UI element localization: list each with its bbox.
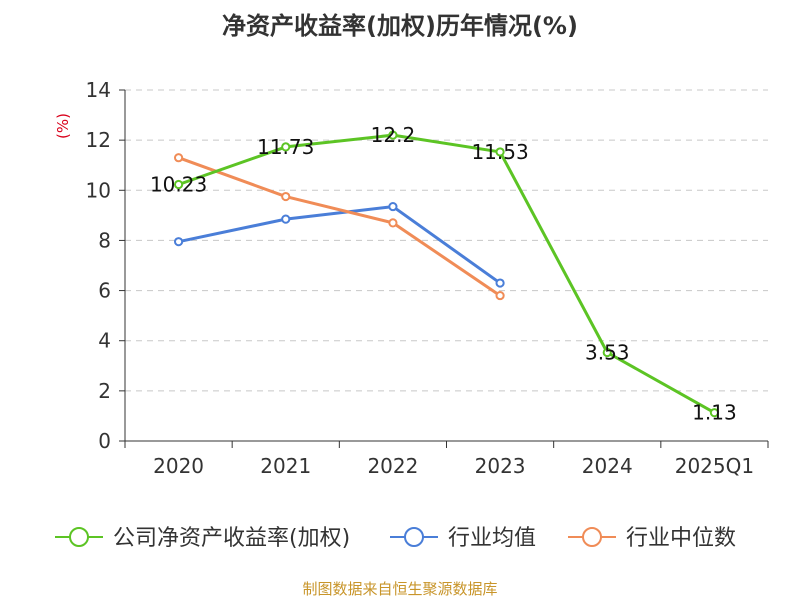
y-tick-label: 8 bbox=[98, 228, 111, 252]
x-tick-label: 2025Q1 bbox=[675, 454, 754, 478]
legend-item-1[interactable]: 行业均值 bbox=[390, 526, 536, 551]
x-tick-label: 2020 bbox=[153, 454, 204, 478]
series-line-2 bbox=[178, 156, 501, 297]
data-labels: 10.23 11.73 12.2 11.53 3.53 1.13 bbox=[150, 123, 737, 425]
y-tick-label: 14 bbox=[86, 78, 111, 102]
y-tick-label: 4 bbox=[98, 329, 111, 353]
y-tick-label: 12 bbox=[86, 128, 111, 152]
data-point bbox=[173, 153, 184, 163]
data-label: 11.53 bbox=[471, 140, 528, 164]
legend-label: 行业均值 bbox=[448, 526, 536, 551]
x-tick-label: 2022 bbox=[367, 454, 418, 478]
data-point bbox=[388, 201, 398, 212]
y-tick-label: 2 bbox=[98, 379, 111, 403]
grid-lines bbox=[125, 89, 768, 392]
data-label: 10.23 bbox=[150, 173, 207, 197]
series-line-1 bbox=[178, 205, 501, 285]
legend-item-2[interactable]: 行业中位数 bbox=[568, 526, 736, 551]
data-point bbox=[388, 218, 398, 228]
series-layer bbox=[173, 130, 720, 418]
data-label: 11.73 bbox=[257, 135, 314, 159]
data-point bbox=[173, 237, 184, 247]
data-point bbox=[281, 214, 291, 224]
data-label: 12.2 bbox=[371, 123, 416, 147]
legend-marker bbox=[404, 527, 424, 547]
y-tick-label: 6 bbox=[98, 279, 111, 303]
legend-label: 行业中位数 bbox=[626, 526, 736, 551]
legend-marker bbox=[582, 527, 602, 547]
legend-marker bbox=[69, 527, 89, 547]
x-tick-label: 2023 bbox=[475, 454, 526, 478]
data-point bbox=[281, 142, 291, 152]
data-point bbox=[495, 278, 505, 288]
data-label: 1.13 bbox=[692, 401, 737, 425]
data-point bbox=[495, 290, 505, 301]
legend-item-0[interactable]: 公司净资产收益率(加权) bbox=[55, 526, 350, 551]
legend[interactable]: 公司净资产收益率(加权) 行业均值 行业中位数 bbox=[55, 526, 736, 551]
x-tick-label: 2024 bbox=[582, 454, 633, 478]
data-point bbox=[495, 147, 505, 157]
chart-title: 净资产收益率(加权)历年情况(%) bbox=[222, 12, 578, 40]
x-tick-label: 2021 bbox=[260, 454, 311, 478]
axes: 0 2 4 6 8 10 12 14 2020 2021 2022 2023 2024 2025Q1 bbox=[86, 78, 769, 478]
y-axis-unit: (%) bbox=[54, 113, 72, 139]
source-note: 制图数据来自恒生聚源数据库 bbox=[302, 580, 497, 598]
data-label: 3.53 bbox=[585, 340, 630, 364]
data-point bbox=[173, 179, 184, 190]
series-line-0 bbox=[178, 133, 716, 414]
y-tick-label: 10 bbox=[86, 178, 111, 202]
legend-label: 公司净资产收益率(加权) bbox=[113, 526, 350, 551]
data-point bbox=[388, 130, 398, 140]
data-point bbox=[602, 347, 612, 358]
y-tick-label: 0 bbox=[98, 429, 111, 453]
data-point bbox=[709, 408, 720, 418]
data-point bbox=[281, 191, 291, 202]
